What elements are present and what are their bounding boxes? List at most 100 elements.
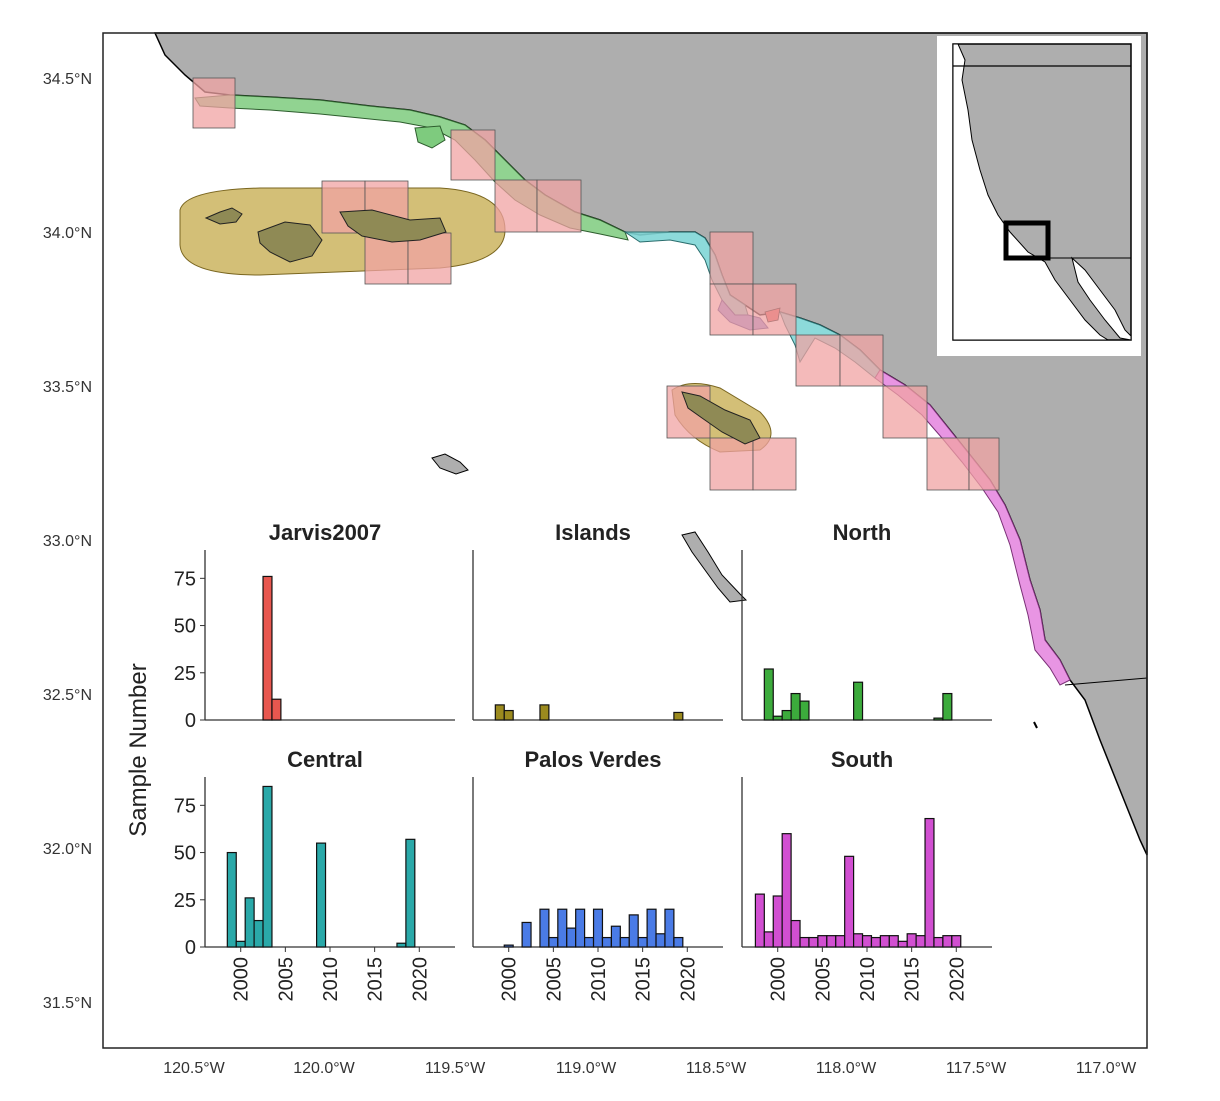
grid-cell [709, 283, 754, 336]
histogram-bar [655, 933, 666, 948]
lat-tick-label: 32.0°N [43, 841, 92, 858]
longitude-axis: 120.5°W 120.0°W 119.5°W 119.0°W 118.5°W … [163, 1060, 1137, 1077]
santa-cruz-island [339, 209, 447, 243]
histogram-bar [933, 717, 944, 721]
histogram-bar [637, 936, 648, 948]
inset-map [937, 36, 1141, 356]
x-tick-label: 2015 [633, 957, 655, 1002]
histogram-bar [942, 935, 953, 948]
lon-tick-label: 118.5°W [686, 1060, 747, 1077]
histogram-bar [557, 908, 568, 948]
histogram-bar [781, 833, 792, 948]
histogram-bar [664, 908, 675, 948]
x-tick-label: 2020 [409, 957, 431, 1002]
inset-baja-gulf [1071, 256, 1132, 341]
y-axis-title: Sample Number [125, 663, 152, 836]
histogram-bar [566, 927, 577, 948]
histogram-bar [253, 919, 264, 948]
histogram-bar [754, 893, 765, 948]
grid-cell [709, 231, 754, 285]
histogram-bar [628, 914, 639, 948]
grid-cell [839, 334, 884, 387]
x-tick-label: 2000 [231, 957, 253, 1002]
histogram-bar [673, 936, 684, 948]
lon-tick-label: 117.5°W [946, 1060, 1007, 1077]
histogram-panel: Central 0 25 50 75 2000 2005 2010 2015 2020 [174, 747, 455, 1002]
grid-cell [494, 179, 538, 233]
histogram-bar [575, 908, 586, 948]
histogram-bar [897, 940, 908, 948]
north-coast-zone [194, 94, 629, 241]
x-tick-label: 2015 [902, 957, 924, 1002]
y-tick-label: 0 [185, 937, 196, 959]
histogram-bar [521, 921, 532, 948]
lon-tick-label: 117.0°W [1076, 1060, 1137, 1077]
panel-title: Jarvis2007 [269, 520, 382, 545]
y-tick-label: 50 [174, 616, 196, 638]
histogram-bar [262, 785, 273, 948]
x-tick-label: 2005 [812, 957, 834, 1002]
histogram-bar [548, 936, 559, 948]
histogram-bar [396, 942, 407, 948]
lat-tick-label: 33.0°N [43, 533, 92, 550]
small-island-mark [1033, 721, 1038, 729]
x-tick-label: 2010 [320, 957, 342, 1002]
histogram-bar [494, 704, 505, 721]
lon-tick-label: 118.0°W [816, 1060, 877, 1077]
histogram-bar [601, 936, 612, 948]
histogram-bar [316, 842, 327, 948]
histogram-bar [539, 908, 550, 948]
san-nicolas-island [431, 453, 469, 475]
histogram-bar [799, 700, 810, 721]
san-clemente-island [681, 531, 748, 603]
histogram-bar [817, 935, 828, 948]
grid-cell [882, 385, 928, 439]
histogram-panel: Jarvis2007 0 25 50 75 [174, 520, 455, 732]
lon-tick-label: 119.5°W [425, 1060, 486, 1077]
north-offshore-patch [414, 125, 446, 149]
histogram-panel: Palos Verdes 2000 2005 2010 2015 2020 [472, 747, 723, 1002]
y-tick-label: 0 [185, 710, 196, 732]
grid-cell [536, 179, 582, 233]
histogram-bar [853, 933, 864, 948]
panel-title: North [833, 520, 892, 545]
santa-catalina-island [681, 391, 761, 445]
grid-cell [795, 334, 841, 387]
x-tick-label: 2015 [365, 957, 387, 1002]
histogram-panel: Islands [472, 520, 723, 721]
histogram-bar [539, 704, 550, 721]
y-tick-label: 75 [174, 568, 196, 590]
histogram-bar [808, 936, 819, 948]
y-tick-label: 50 [174, 843, 196, 865]
santa-rosa-island [257, 221, 323, 263]
histogram-bar [503, 709, 514, 721]
lon-tick-label: 120.0°W [293, 1060, 355, 1077]
lat-tick-label: 31.5°N [43, 995, 92, 1012]
histogram-bar [262, 575, 273, 721]
panel-title: Palos Verdes [525, 747, 662, 772]
histogram-bar [610, 925, 621, 948]
san-miguel-island [204, 207, 243, 225]
lat-tick-label: 34.0°N [43, 225, 92, 242]
histogram-bar [763, 931, 774, 948]
lon-tick-label: 120.5°W [163, 1060, 225, 1077]
grid-cell [752, 283, 797, 336]
histogram-bar [790, 692, 801, 721]
histogram-bar [951, 935, 962, 948]
grid-cell [450, 129, 496, 181]
y-tick-label: 25 [174, 890, 196, 912]
histogram-bar [853, 681, 864, 721]
inset-ocean [952, 43, 1110, 341]
histogram-bar [503, 944, 514, 948]
latitude-axis: 34.5°N 34.0°N 33.5°N 33.0°N 32.5°N 32.0°… [43, 71, 92, 1012]
histogram-bar [826, 935, 837, 948]
histogram-bar [844, 855, 855, 948]
histogram-bar [888, 935, 899, 948]
x-tick-label: 2020 [946, 957, 968, 1002]
x-tick-label: 2000 [768, 957, 790, 1002]
channel-islands [204, 207, 761, 445]
lat-tick-label: 34.5°N [43, 71, 92, 88]
histogram-bar [235, 940, 246, 948]
